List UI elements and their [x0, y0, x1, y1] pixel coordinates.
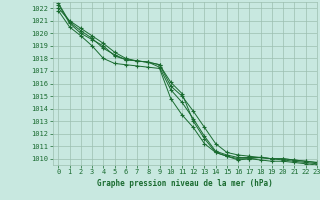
X-axis label: Graphe pression niveau de la mer (hPa): Graphe pression niveau de la mer (hPa)	[97, 179, 273, 188]
